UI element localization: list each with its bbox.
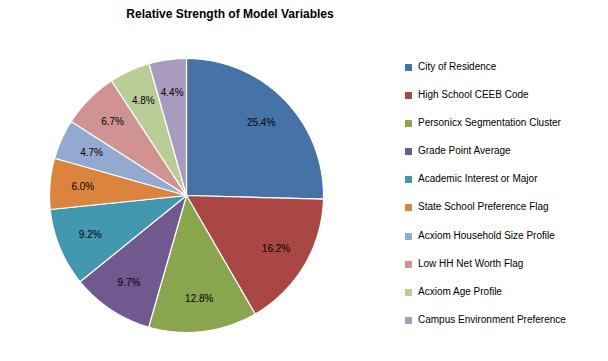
html-text:Academic Interest or Major: Academic Interest or Major (418, 173, 538, 185)
html-text:Grade Point Average: Grade Point Average (418, 145, 511, 157)
svg-text:9.2%: 9.2% (79, 229, 102, 240)
svg-text:4.7%: 4.7% (80, 147, 103, 158)
svg-text:4.4%: 4.4% (161, 87, 184, 98)
svg-text:6.0%: 6.0% (71, 181, 94, 192)
html-text:State School Preference Flag: State School Preference Flag (418, 201, 549, 213)
svg-text:9.7%: 9.7% (118, 277, 141, 288)
html-text:Personicx Segmentation Cluster: Personicx Segmentation Cluster (418, 117, 561, 129)
svg-text:4.8%: 4.8% (132, 95, 155, 106)
svg-text:6.7%: 6.7% (101, 116, 124, 127)
html-text:Relative Strength of Model Var: Relative Strength of Model Variables (126, 7, 334, 21)
svg-text:25.4%: 25.4% (247, 117, 275, 128)
html-text:High School CEEB Code: High School CEEB Code (418, 89, 529, 101)
svg-text:16.2%: 16.2% (262, 243, 290, 254)
html-text:Acxiom Household Size Profile: Acxiom Household Size Profile (418, 229, 555, 241)
html-text:Low HH Net Worth Flag: Low HH Net Worth Flag (418, 257, 524, 269)
svg-text:12.8%: 12.8% (185, 293, 213, 304)
html-text:City of Residence: City of Residence (418, 61, 497, 72)
html-text:Acxiom Age Profile: Acxiom Age Profile (418, 285, 502, 297)
html-text:Campus Environment Preference: Campus Environment Preference (418, 313, 566, 325)
